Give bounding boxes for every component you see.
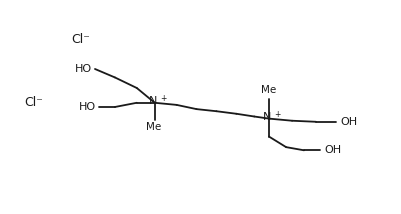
Text: HO: HO bbox=[75, 64, 92, 74]
Text: Cl⁻: Cl⁻ bbox=[24, 96, 43, 109]
Text: +: + bbox=[275, 110, 281, 119]
Text: +: + bbox=[161, 94, 167, 103]
Text: Me: Me bbox=[261, 85, 276, 95]
Text: Me: Me bbox=[146, 122, 162, 132]
Text: HO: HO bbox=[79, 102, 96, 112]
Text: OH: OH bbox=[340, 117, 357, 127]
Text: N: N bbox=[263, 112, 271, 122]
Text: OH: OH bbox=[324, 145, 341, 155]
Text: Cl⁻: Cl⁻ bbox=[72, 33, 91, 46]
Text: N: N bbox=[149, 96, 158, 106]
